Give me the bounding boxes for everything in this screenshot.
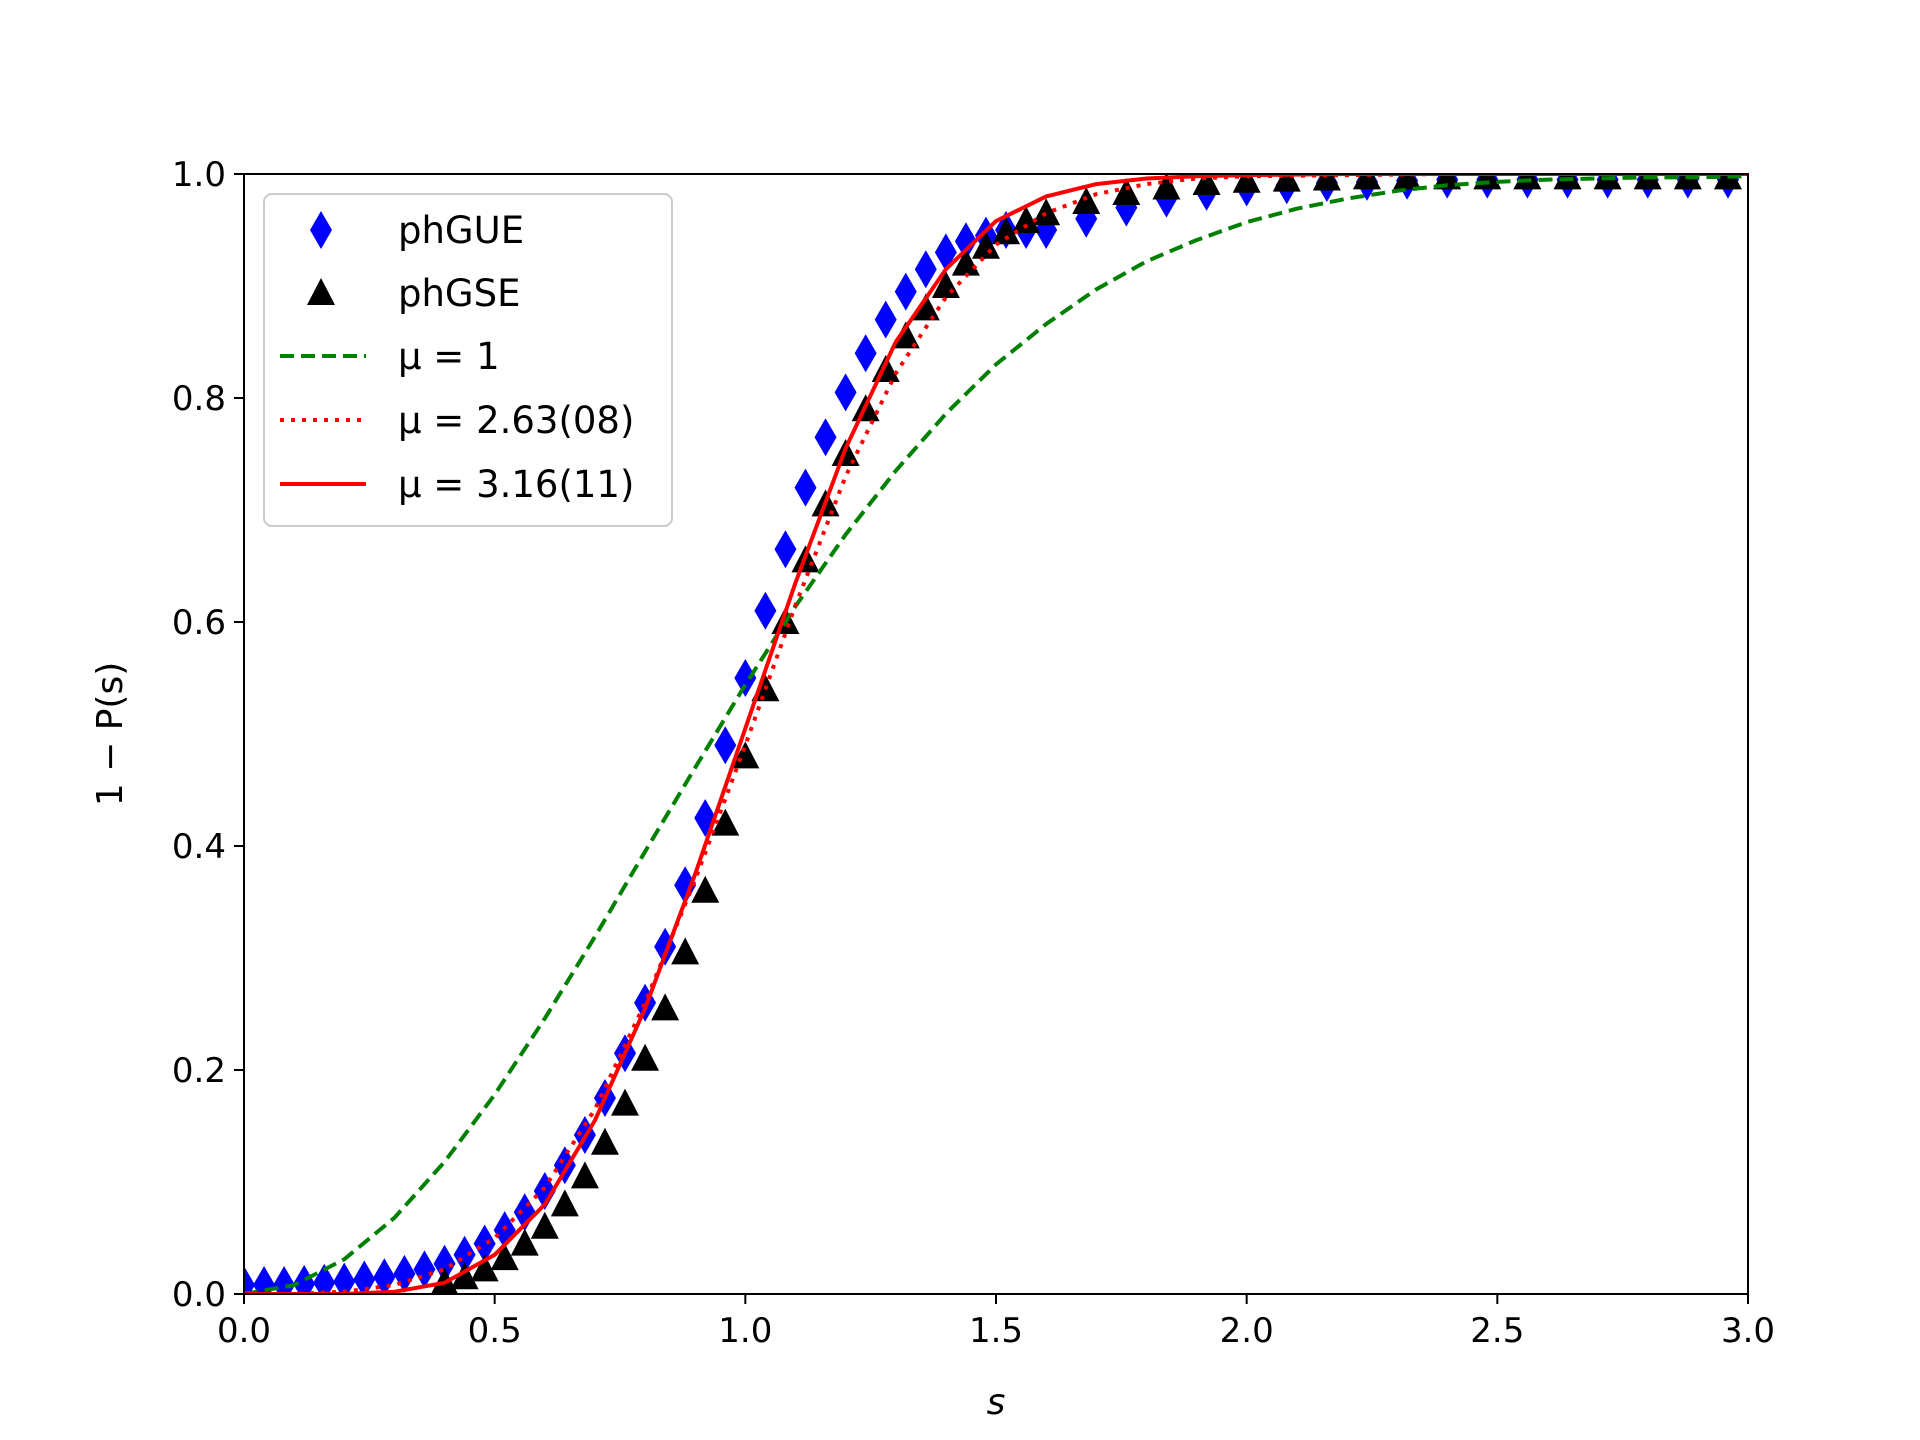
phgse-point bbox=[971, 231, 1000, 259]
legend-box bbox=[263, 193, 673, 527]
legend: phGUE phGSE μ = 1 μ = 2.63(08) μ = 3.16(11) bbox=[263, 193, 673, 527]
phgue-point bbox=[734, 659, 757, 697]
phgue-point bbox=[954, 222, 977, 261]
phgse-point bbox=[1072, 187, 1101, 214]
legend-marker bbox=[307, 278, 335, 305]
y-tick-label: 0.0 bbox=[172, 1275, 226, 1315]
phgse-point bbox=[1012, 206, 1041, 234]
phgse-point bbox=[891, 321, 920, 349]
phgse-point bbox=[490, 1243, 519, 1271]
x-tick-label: 0.5 bbox=[468, 1311, 522, 1351]
phgue-point bbox=[553, 1146, 576, 1185]
phgse-point bbox=[1232, 174, 1261, 193]
y-axis: 0.0 0.2 0.4 0.6 0.8 1.0 bbox=[172, 155, 244, 1315]
phgse-point bbox=[510, 1228, 539, 1256]
x-axis-label: s bbox=[987, 1382, 1006, 1423]
legend-label: μ = 3.16(11) bbox=[398, 463, 634, 506]
phgse-point bbox=[1272, 174, 1301, 192]
phgse-point bbox=[1112, 178, 1141, 206]
x-tick-label: 1.5 bbox=[969, 1311, 1023, 1351]
phgse-point bbox=[611, 1088, 640, 1116]
phgse-point bbox=[711, 808, 740, 836]
x-tick-label: 2.5 bbox=[1470, 1311, 1524, 1351]
phgue-point bbox=[453, 1235, 476, 1274]
phgue-point bbox=[473, 1224, 496, 1263]
phgue-point bbox=[754, 591, 777, 630]
phgse-point bbox=[570, 1161, 599, 1189]
phgue-point bbox=[814, 418, 837, 457]
series-layer bbox=[244, 174, 1748, 1294]
phgue-point bbox=[433, 1244, 456, 1283]
phgue-point bbox=[774, 530, 797, 569]
phgue-point bbox=[874, 300, 897, 339]
phgue-point bbox=[894, 272, 917, 311]
x-tick-label: 1.0 bbox=[718, 1311, 772, 1351]
phgse-point bbox=[1312, 174, 1341, 191]
y-tick-label: 0.6 bbox=[172, 603, 226, 643]
legend-label: phGSE bbox=[398, 272, 520, 315]
phgue-point bbox=[244, 1266, 255, 1294]
phgse-point bbox=[992, 217, 1021, 245]
phgse-point bbox=[691, 875, 720, 903]
x-tick-label: 2.0 bbox=[1220, 1311, 1274, 1351]
x-axis: 0.0 0.5 1.0 1.5 2.0 2.5 3.0 bbox=[217, 1294, 1775, 1351]
phgue-point bbox=[333, 1262, 356, 1294]
phgse-point bbox=[1152, 174, 1181, 200]
phgse-point bbox=[450, 1262, 479, 1290]
y-tick-label: 1.0 bbox=[172, 155, 226, 195]
phgue-point bbox=[834, 373, 857, 412]
phgue-point bbox=[293, 1264, 316, 1294]
phgse-point bbox=[1032, 198, 1061, 226]
phgue-point bbox=[253, 1266, 276, 1294]
phgse-point bbox=[1352, 174, 1381, 190]
x-tick-label: 3.0 bbox=[1721, 1311, 1775, 1351]
phgse-point bbox=[631, 1043, 660, 1071]
y-tick-label: 0.4 bbox=[172, 827, 226, 867]
phgse-point bbox=[951, 248, 980, 276]
phgue-point bbox=[714, 726, 737, 765]
series-line-1 bbox=[244, 174, 1748, 1294]
y-tick-label: 0.2 bbox=[172, 1051, 226, 1091]
legend-marker bbox=[310, 211, 332, 249]
phgse-point bbox=[530, 1211, 559, 1239]
phgse-point bbox=[651, 993, 680, 1021]
phgue-point bbox=[353, 1260, 376, 1294]
phgse-point bbox=[1393, 174, 1422, 190]
phgue-point bbox=[854, 334, 877, 373]
y-tick-label: 0.8 bbox=[172, 379, 226, 419]
legend-label: phGUE bbox=[398, 209, 524, 252]
phgse-point bbox=[671, 937, 700, 965]
phgue-point bbox=[914, 250, 937, 289]
phgse-point bbox=[590, 1127, 619, 1155]
legend-label: μ = 2.63(08) bbox=[398, 399, 634, 442]
phgue-point bbox=[794, 468, 817, 507]
phgue-point bbox=[313, 1263, 336, 1294]
phgse-point bbox=[470, 1254, 499, 1282]
legend-label: μ = 1 bbox=[398, 335, 500, 378]
y-axis-label: 1 − P(s) bbox=[90, 662, 131, 807]
phgse-point bbox=[1192, 174, 1221, 195]
phgse-point bbox=[550, 1189, 579, 1217]
phgse-point bbox=[911, 293, 940, 321]
x-tick-label: 0.0 bbox=[217, 1311, 271, 1351]
phgse-point bbox=[731, 741, 760, 769]
